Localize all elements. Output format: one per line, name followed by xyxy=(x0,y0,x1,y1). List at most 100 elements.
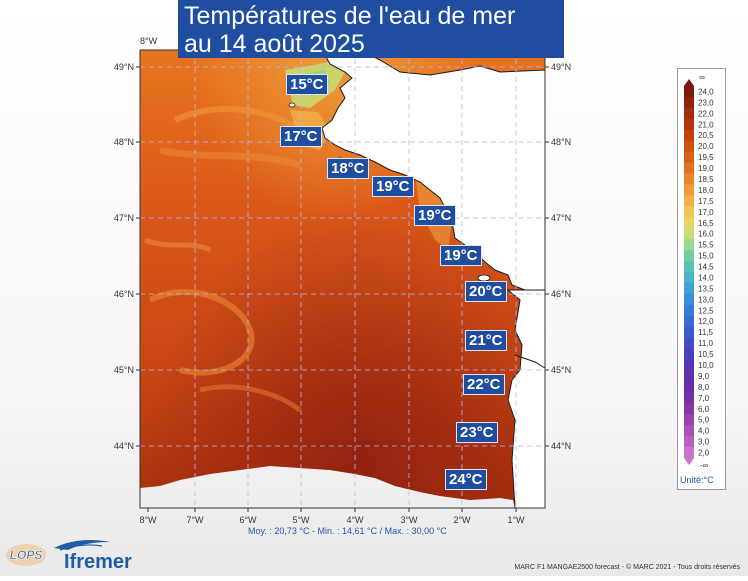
legend-swatch xyxy=(684,206,694,218)
legend-value: 2,0 xyxy=(698,449,710,458)
legend-swatch xyxy=(684,293,694,306)
top-lon-label: 8°W xyxy=(140,36,158,46)
lops-logo-text: LOPS xyxy=(10,548,43,562)
legend-value: 12,0 xyxy=(698,317,714,326)
legend-swatch xyxy=(684,96,694,109)
legend-value: 23,0 xyxy=(698,98,714,107)
legend-value: 7,0 xyxy=(698,394,710,403)
legend-value: 17,5 xyxy=(698,197,714,206)
legend-value: 21,0 xyxy=(698,120,714,129)
temp-label: 19°C xyxy=(372,176,414,197)
legend-swatch xyxy=(684,217,694,229)
legend-value: 16,0 xyxy=(698,230,714,239)
lon-label-bottom: 3°W xyxy=(400,515,418,525)
lon-label-bottom: 5°W xyxy=(292,515,310,525)
legend-swatch xyxy=(684,447,694,459)
legend-swatch xyxy=(684,107,694,120)
lops-logo: LOPS xyxy=(6,544,46,566)
legend-value: 20,0 xyxy=(698,142,714,151)
lat-label-left: 46°N xyxy=(114,289,134,299)
legend-swatch xyxy=(684,140,694,152)
legend-swatch xyxy=(684,348,694,360)
legend-swatch xyxy=(684,86,694,98)
legend-value: 17,0 xyxy=(698,208,714,217)
legend-value: 15,0 xyxy=(698,252,714,261)
legend-arrow-bottom xyxy=(684,458,694,465)
legend-value: 15,5 xyxy=(698,241,714,250)
legend-swatch xyxy=(684,392,694,404)
legend-value: 11,5 xyxy=(698,328,714,337)
legend-swatch xyxy=(684,239,694,251)
legend-swatch xyxy=(684,195,694,207)
temp-label: 21°C xyxy=(465,330,507,351)
legend-swatch xyxy=(684,403,694,415)
legend-unit: Unité:°C xyxy=(680,475,714,485)
lon-label-bottom: 1°W xyxy=(507,515,525,525)
legend-swatch xyxy=(684,381,694,393)
temp-label: 15°C xyxy=(286,74,328,95)
temp-label: 19°C xyxy=(440,245,482,266)
legend-swatch xyxy=(684,304,694,317)
lat-label-left: 49°N xyxy=(114,62,134,72)
legend-value: 16,5 xyxy=(698,219,714,228)
legend-value: 11,0 xyxy=(698,339,714,348)
legend-swatch xyxy=(684,162,694,174)
legend-swatch xyxy=(684,151,694,163)
legend-value: 18,5 xyxy=(698,175,714,184)
legend-value: 8,0 xyxy=(698,383,710,392)
title-line-1: Températures de l'eau de mer xyxy=(184,2,516,30)
temp-label: 22°C xyxy=(463,374,505,395)
lat-label-left: 45°N xyxy=(114,365,134,375)
legend-value: 12,5 xyxy=(698,306,714,315)
legend-swatch xyxy=(684,315,694,328)
lon-label-bottom: 7°W xyxy=(186,515,204,525)
credits-line: MARC F1 MANGAE2500 forecast - © MARC 202… xyxy=(514,564,740,571)
legend-swatch xyxy=(684,337,694,349)
temp-label: 18°C xyxy=(327,158,369,179)
legend-swatch xyxy=(684,414,694,426)
title-line-2: au 14 août 2025 xyxy=(184,30,365,58)
temp-label: 24°C xyxy=(445,469,487,490)
legend-swatch xyxy=(684,272,694,284)
lat-label-left: 48°N xyxy=(114,137,134,147)
legend-value: 9,0 xyxy=(698,372,710,381)
legend-swatch xyxy=(684,250,694,262)
legend-value: 22,0 xyxy=(698,109,714,118)
legend-value: 19,0 xyxy=(698,164,714,173)
legend-value: 24,0 xyxy=(698,87,714,96)
legend-value: 20,5 xyxy=(698,131,714,140)
temp-label: 23°C xyxy=(456,422,498,443)
statistics-line: Moy. : 20,73 °C - Min. : 14,61 °C / Max.… xyxy=(248,526,447,536)
lat-label-right: 46°N xyxy=(551,289,571,299)
legend-value: 3,0 xyxy=(698,438,710,447)
legend-value: 13,5 xyxy=(698,284,714,293)
lat-label-right: 47°N xyxy=(551,213,571,223)
legend-value: 4,0 xyxy=(698,427,710,436)
land-france xyxy=(288,49,546,509)
legend-value: 14,0 xyxy=(698,273,714,282)
lon-label-bottom: 6°W xyxy=(239,515,257,525)
map-title: Températures de l'eau de mer au 14 août … xyxy=(178,0,564,58)
legend-swatch xyxy=(684,228,694,240)
lon-label-bottom: 8°W xyxy=(139,515,157,525)
lat-label-right: 49°N xyxy=(551,62,571,72)
lat-label-right: 44°N xyxy=(551,441,571,451)
legend-swatch xyxy=(684,359,694,371)
lat-label-right: 48°N xyxy=(551,137,571,147)
legend-arrow-top xyxy=(684,79,694,86)
temp-label: 19°C xyxy=(414,205,456,226)
legend-swatch xyxy=(684,184,694,196)
lat-label-left: 44°N xyxy=(114,441,134,451)
lat-label-left: 47°N xyxy=(114,213,134,223)
legend-swatch xyxy=(684,282,694,295)
legend-swatch xyxy=(684,261,694,273)
legend-swatch xyxy=(684,129,694,142)
legend-bottom-symbol: -∞ xyxy=(700,461,709,470)
axis-ticks xyxy=(136,66,549,512)
legend-swatch xyxy=(684,326,694,338)
legend-value: 18,0 xyxy=(698,186,714,195)
ifremer-wave-icon xyxy=(54,540,110,551)
graticule xyxy=(140,50,545,508)
lat-label-right: 45°N xyxy=(551,365,571,375)
